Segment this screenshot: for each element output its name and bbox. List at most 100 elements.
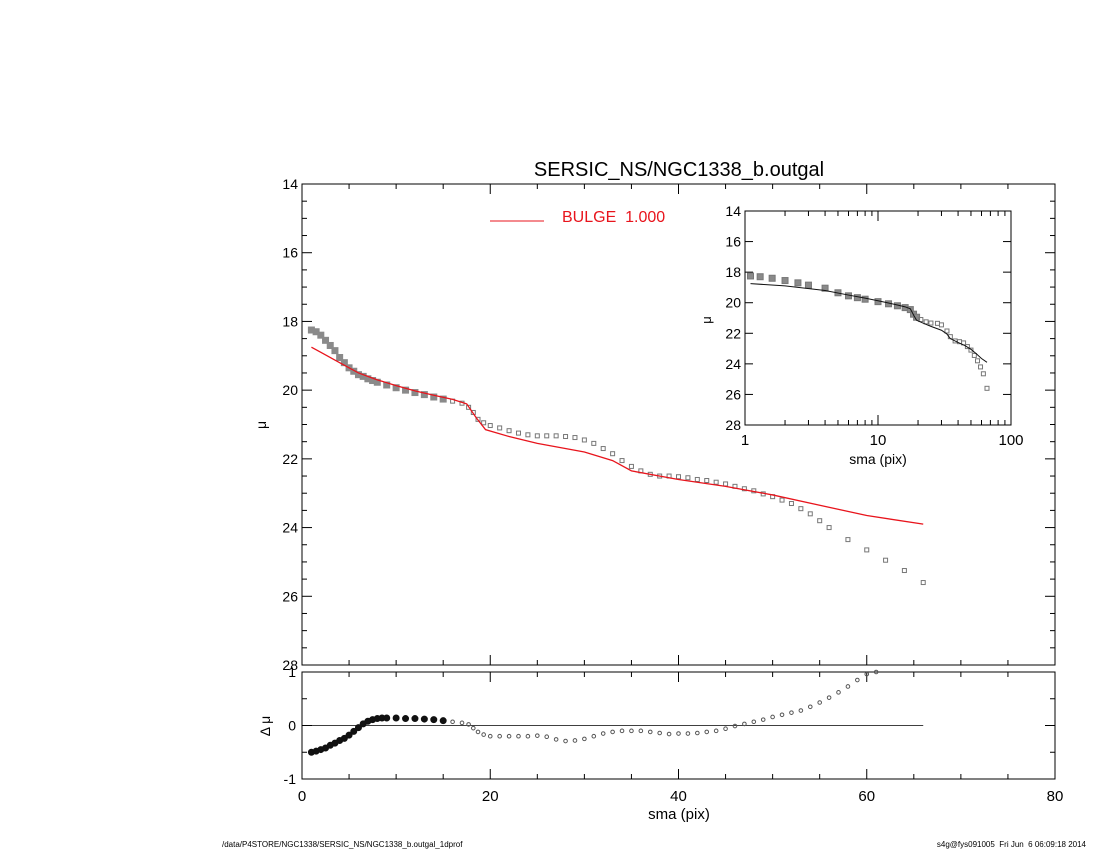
residual-data-point [629, 728, 634, 734]
residual-data-point [760, 717, 766, 722]
profile-data-point [392, 384, 400, 392]
profile-data-point [864, 547, 870, 553]
x-tick-label: 40 [670, 788, 687, 805]
profile-data-point [326, 341, 334, 349]
residual-data-point [836, 690, 841, 695]
residual-data-point [487, 733, 493, 739]
profile-data-point [411, 389, 419, 397]
profile-data-point [723, 481, 729, 487]
inset-data-point [980, 371, 986, 377]
residual-data-point [817, 700, 822, 705]
residual-data-point [392, 714, 400, 722]
profile-data-point [563, 434, 569, 440]
residual-data-point [713, 728, 719, 734]
residual-data-point [466, 722, 471, 727]
residual-data-point [676, 731, 681, 736]
residual-data-point [779, 712, 785, 718]
inset-data-point [923, 319, 929, 325]
residual-data-point [798, 708, 804, 713]
residual-data-point [475, 729, 481, 735]
y-tick-label: 24 [282, 520, 298, 536]
y-tick-label: 14 [725, 203, 741, 219]
y-tick-label: 20 [725, 295, 741, 311]
inset-data-point [964, 344, 970, 350]
residual-data-point [873, 669, 879, 675]
residual-data-point [497, 733, 502, 739]
residual-data-point [742, 721, 747, 727]
profile-data-point [610, 451, 616, 457]
inset-data-point [756, 273, 764, 281]
x-axis-label: sma (pix) [849, 451, 907, 467]
residual-data-point [535, 733, 540, 738]
inset-data-point [918, 317, 924, 323]
profile-data-point [534, 433, 540, 439]
residual-data-point [471, 725, 476, 731]
inset-model-line [750, 283, 988, 363]
x-tick-label: 10 [870, 432, 887, 449]
residual-data-point [666, 731, 672, 737]
profile-data-point [402, 386, 410, 394]
profile-data-point [430, 393, 438, 401]
residual-data-point [340, 734, 348, 742]
residual-data-point [638, 728, 644, 734]
y-tick-label: 0 [288, 718, 296, 734]
profile-data-point [798, 506, 804, 512]
inset-data-point [944, 328, 950, 334]
residual-data-point [647, 729, 653, 735]
inset-data-point [747, 272, 755, 280]
profile-data-point [676, 474, 681, 480]
profile-data-point [572, 435, 578, 441]
profile-data-point [525, 432, 531, 438]
residual-data-point [657, 730, 662, 736]
y-tick-label: 1 [288, 664, 296, 680]
residual-data-point [695, 730, 700, 736]
x-tick-label: 1 [741, 432, 749, 449]
y-tick-label: 26 [725, 386, 741, 402]
y-axis-label: μ [253, 421, 269, 429]
profile-data-point [439, 395, 447, 403]
profile-data-point [497, 425, 503, 431]
inset-data-point [968, 347, 974, 353]
residual-data-point [525, 733, 531, 739]
residual-data-point [516, 733, 521, 739]
chart-title: SERSIC_NS/NGC1338_b.outgal [534, 159, 824, 181]
residual-data-point [563, 738, 568, 744]
residual-data-point [732, 723, 738, 729]
profile-data-point [779, 497, 785, 503]
profile-data-point [694, 476, 700, 482]
x-tick-label: 80 [1047, 788, 1064, 805]
profile-data-point [506, 428, 512, 434]
residual-data-point [350, 727, 358, 735]
profile-data-point [475, 416, 481, 422]
inset-data-point [938, 322, 944, 328]
y-tick-label: 14 [282, 176, 298, 192]
footer-stamp: s4g@fys091005 Fri Jun 6 06:09:18 2014 [936, 840, 1086, 849]
residual-data-point [459, 720, 465, 726]
residual-data-point [383, 714, 391, 722]
main-panel: 14 16 18 20 22 24 26 28 μ [253, 176, 1056, 673]
footer-path: /data/P4STORE/NGC1338/SERSIC_NS/NGC1338_… [222, 840, 463, 849]
inset-data-point [928, 320, 934, 326]
residual-data-point [685, 731, 691, 736]
profile-data-point [600, 446, 606, 452]
profile-data-point [481, 420, 487, 426]
inset-plot-frame [744, 210, 1012, 426]
inset-data-point [794, 279, 802, 287]
profile-data-point [788, 501, 794, 507]
y-tick-label: -1 [284, 771, 297, 787]
residual-data-point [481, 732, 486, 737]
profile-data-point [336, 354, 344, 362]
profile-data-point [920, 580, 926, 586]
profile-data-point [466, 404, 472, 410]
residual-data-point [770, 714, 775, 720]
inset-data-point [978, 364, 984, 370]
inset-data-point [853, 294, 861, 302]
residual-data-point [864, 671, 870, 677]
inset-data-point [768, 274, 776, 282]
residual-data-point [789, 710, 794, 715]
residual-data-point [723, 726, 728, 732]
profile-data-point [901, 568, 907, 574]
profile-data-point [628, 463, 634, 469]
profile-data-point [741, 486, 747, 492]
